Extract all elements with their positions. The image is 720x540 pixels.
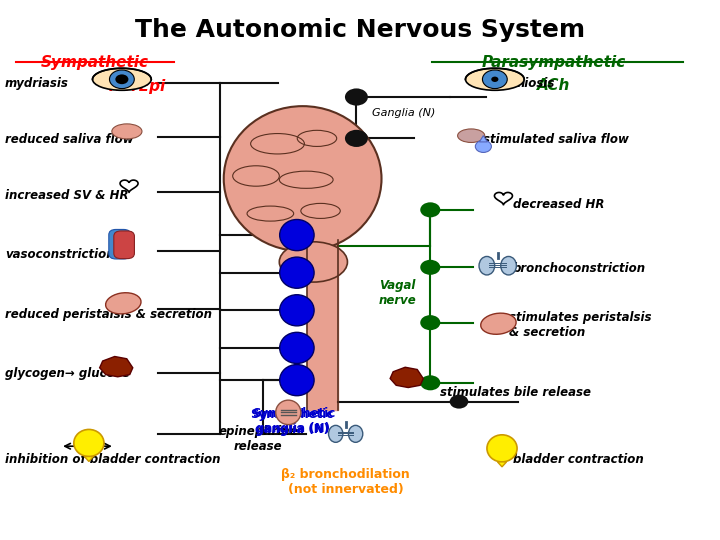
Ellipse shape [279,295,314,326]
Text: β₂ bronchodilation
(not innervated): β₂ bronchodilation (not innervated) [282,468,410,496]
FancyBboxPatch shape [109,230,130,259]
Ellipse shape [279,332,314,363]
Circle shape [109,70,135,89]
Text: vasoconstriction: vasoconstriction [5,248,114,261]
Ellipse shape [458,129,485,143]
Ellipse shape [500,256,516,275]
Text: stimulates peristalsis
& secretion: stimulates peristalsis & secretion [509,311,652,339]
Circle shape [491,77,498,82]
Text: The Autonomic Nervous System: The Autonomic Nervous System [135,17,585,42]
Text: glycogen→ glucose: glycogen→ glucose [5,367,130,380]
Polygon shape [99,356,132,377]
Ellipse shape [112,124,142,139]
Circle shape [345,89,368,106]
Polygon shape [390,367,423,388]
Text: stimulated saliva flow: stimulated saliva flow [483,133,629,146]
Ellipse shape [279,257,314,288]
Polygon shape [495,192,513,205]
Text: reduced saliva flow: reduced saliva flow [5,133,134,146]
Ellipse shape [328,426,343,442]
Text: miosis: miosis [513,77,555,90]
Text: Vagal
nerve: Vagal nerve [379,279,416,307]
Circle shape [420,375,441,390]
Text: decreased HR: decreased HR [513,198,604,211]
Text: mydriasis: mydriasis [5,77,69,90]
Ellipse shape [276,400,301,424]
Text: Sympathetic
ganglia (N): Sympathetic ganglia (N) [252,407,335,435]
Text: bronchoconstriction: bronchoconstriction [513,262,646,275]
Circle shape [115,75,128,84]
Text: Sympathetic: Sympathetic [40,55,148,70]
Text: reduced peristalsis & secretion: reduced peristalsis & secretion [5,308,212,321]
Ellipse shape [224,106,382,251]
Circle shape [420,202,441,218]
FancyBboxPatch shape [114,231,135,259]
Text: inhibition of bladder contraction: inhibition of bladder contraction [5,453,220,465]
Ellipse shape [279,219,314,251]
Text: epinephrine
release: epinephrine release [218,425,298,453]
Circle shape [345,130,368,147]
Polygon shape [84,456,94,462]
Circle shape [420,315,441,330]
Polygon shape [498,462,507,467]
Text: stimulates bile release: stimulates bile release [441,386,591,399]
Ellipse shape [487,435,517,462]
Circle shape [482,70,507,89]
Polygon shape [480,136,487,142]
Ellipse shape [279,364,314,396]
Circle shape [450,395,468,409]
Ellipse shape [479,256,495,275]
Ellipse shape [106,293,141,314]
Ellipse shape [74,429,104,456]
Ellipse shape [465,68,524,90]
Ellipse shape [279,242,348,282]
Circle shape [420,260,441,275]
Text: increased SV & HR: increased SV & HR [5,190,128,202]
Text: Ganglia (N): Ganglia (N) [372,108,436,118]
Ellipse shape [92,68,151,90]
Polygon shape [120,180,138,192]
Ellipse shape [348,426,363,442]
Text: bladder contraction: bladder contraction [513,453,644,465]
Text: NorEpi: NorEpi [109,79,166,94]
Text: Sympathetic
ganglia (N): Sympathetic ganglia (N) [251,408,333,436]
Text: ACh: ACh [537,78,570,93]
Ellipse shape [481,313,516,334]
Text: Parasympathetic: Parasympathetic [482,55,626,70]
Circle shape [475,140,491,152]
